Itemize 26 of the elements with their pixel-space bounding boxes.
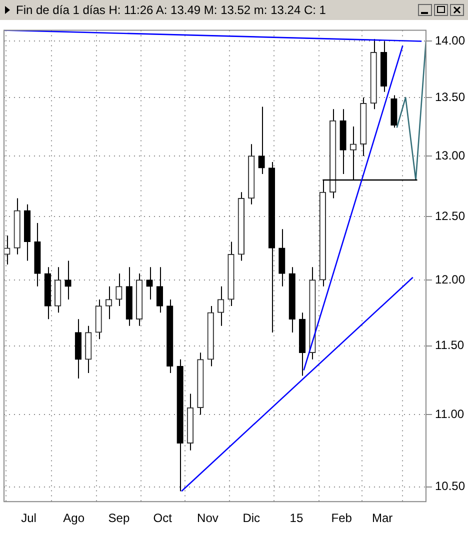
x-tick-label: Sep: [108, 511, 130, 526]
candlestick: [4, 234, 10, 266]
y-tick-label: 10.50: [434, 479, 466, 494]
y-tick-label: 13.50: [434, 90, 466, 104]
candlestick: [156, 266, 164, 314]
candlestick: [217, 286, 224, 326]
x-tick-label: Mar: [372, 511, 393, 526]
x-tick-label: Jul: [21, 511, 36, 526]
x-tick-label: 15: [290, 511, 304, 526]
y-tick-label: 13.00: [434, 148, 466, 162]
chart-title: Fin de día 1 días H: 11:26 A: 13.49 M: 13.52 m: 13.24 C: 1: [16, 3, 327, 17]
candlestick: [258, 106, 265, 174]
y-tick-label: 12.00: [434, 272, 466, 286]
candlestick: [116, 273, 122, 306]
x-tick-label: Nov: [197, 511, 218, 526]
y-tick-label: 11.00: [434, 407, 464, 422]
y-tick-label: 11.50: [434, 338, 464, 352]
x-tick-label: Feb: [331, 511, 352, 526]
x-tick-label: Oct: [153, 511, 173, 526]
y-tick-label: 12.50: [434, 209, 466, 224]
x-tick-label: Dic: [242, 511, 260, 526]
candlestick: [146, 266, 153, 300]
candlestick: [105, 286, 112, 320]
x-tick-label: Ago: [63, 511, 85, 526]
y-tick-label: 14.00: [434, 34, 466, 48]
candlestick: [64, 260, 72, 300]
